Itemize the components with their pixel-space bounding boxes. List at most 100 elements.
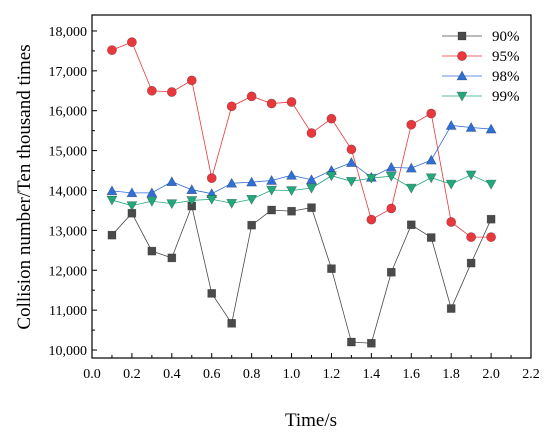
- legend-item: 99%: [442, 89, 520, 105]
- data-point: [465, 121, 477, 132]
- legend-marker: [456, 91, 468, 102]
- series-line: [111, 204, 492, 344]
- data-point: [186, 75, 197, 86]
- series-0: [107, 201, 496, 348]
- data-point: [246, 176, 258, 187]
- legend-label: 98%: [492, 69, 520, 85]
- legend-marker: [457, 31, 467, 41]
- data-point: [405, 162, 417, 173]
- data-point: [466, 232, 477, 243]
- data-point: [166, 176, 178, 187]
- data-point: [305, 174, 318, 185]
- data-point: [385, 171, 397, 182]
- data-point: [107, 45, 117, 55]
- series-line: [111, 174, 492, 207]
- x-tick-label: 1.6: [403, 367, 421, 382]
- data-point: [287, 206, 296, 216]
- legend-item: 95%: [442, 49, 520, 65]
- data-point: [426, 108, 437, 119]
- data-point: [445, 179, 457, 190]
- x-tick-label: 1.0: [283, 367, 301, 382]
- legend-item: 98%: [442, 69, 520, 85]
- data-point: [446, 217, 457, 227]
- data-point: [266, 185, 278, 196]
- data-point: [387, 267, 396, 277]
- legend-label: 95%: [492, 49, 520, 65]
- data-point: [406, 119, 417, 130]
- series-line: [111, 41, 492, 238]
- data-point: [425, 173, 437, 184]
- data-point: [366, 214, 377, 225]
- series-3: [106, 170, 497, 212]
- data-point: [226, 101, 237, 112]
- data-point: [166, 87, 177, 97]
- data-point: [345, 177, 357, 187]
- data-point: [146, 85, 157, 96]
- data-point: [126, 187, 138, 198]
- data-point: [146, 187, 158, 198]
- x-tick-label: 0.0: [83, 367, 101, 382]
- data-point: [146, 196, 158, 207]
- x-axis: 0.0 0.2 0.4 0.6 0.8 1.0 1.2 1.4 1.6 1.8 2.0 2.2: [83, 353, 540, 382]
- data-point: [445, 119, 457, 130]
- data-point: [226, 198, 238, 209]
- data-point: [466, 258, 476, 268]
- data-point: [405, 183, 417, 194]
- data-point: [486, 214, 496, 224]
- data-point: [465, 170, 477, 181]
- y-tick-label: 17,000: [49, 65, 88, 80]
- series-layer: [106, 37, 497, 348]
- x-tick-label: 1.8: [442, 367, 460, 382]
- data-point: [106, 195, 118, 206]
- y-tick-label: 15,000: [49, 145, 88, 160]
- x-tick-label: 2.0: [482, 367, 500, 382]
- y-tick-label: 13,000: [49, 224, 88, 239]
- data-point: [266, 98, 277, 109]
- y-tick-label: 16,000: [49, 105, 88, 120]
- data-point: [386, 203, 397, 214]
- data-point: [286, 186, 298, 197]
- data-point: [346, 144, 357, 155]
- x-tick-label: 0.6: [203, 367, 221, 382]
- data-point: [227, 319, 236, 328]
- y-tick-label: 18,000: [49, 25, 88, 40]
- y-axis: 10,000 11,000 12,000 13,000 14,000 15,000 16,0…: [49, 25, 97, 359]
- data-point: [326, 113, 337, 124]
- legend-label: 90%: [492, 29, 520, 45]
- data-point: [327, 264, 336, 273]
- data-point: [367, 338, 376, 348]
- data-point: [385, 161, 397, 172]
- data-point: [206, 173, 217, 184]
- data-point: [246, 194, 258, 205]
- data-point: [347, 337, 356, 347]
- data-point: [485, 123, 497, 134]
- legend: 90% 95% 98% 99%: [442, 29, 520, 105]
- data-point: [446, 304, 456, 313]
- x-tick-label: 1.2: [323, 367, 341, 382]
- x-tick-label: 0.8: [243, 367, 261, 382]
- data-point: [365, 173, 377, 184]
- data-point: [126, 201, 138, 212]
- data-point: [267, 205, 276, 215]
- x-tick-label: 0.2: [123, 367, 141, 382]
- y-tick-label: 12,000: [49, 264, 88, 279]
- data-point: [186, 196, 198, 207]
- y-tick-label: 11,000: [49, 304, 87, 319]
- y-axis-title: Collision number/Ten thousand times: [14, 44, 35, 329]
- series-2: [106, 119, 497, 198]
- data-point: [345, 156, 357, 167]
- y-tick-label: 14,000: [49, 184, 88, 199]
- legend-marker: [457, 51, 467, 61]
- data-point: [246, 91, 257, 102]
- data-point: [485, 179, 497, 190]
- data-point: [107, 230, 117, 240]
- x-axis-title: Time/s: [285, 410, 337, 431]
- data-point: [306, 128, 317, 138]
- data-point: [206, 194, 218, 205]
- data-point: [286, 97, 297, 107]
- data-point: [305, 183, 318, 194]
- data-point: [425, 154, 437, 165]
- data-point: [247, 220, 256, 230]
- data-point: [167, 253, 177, 263]
